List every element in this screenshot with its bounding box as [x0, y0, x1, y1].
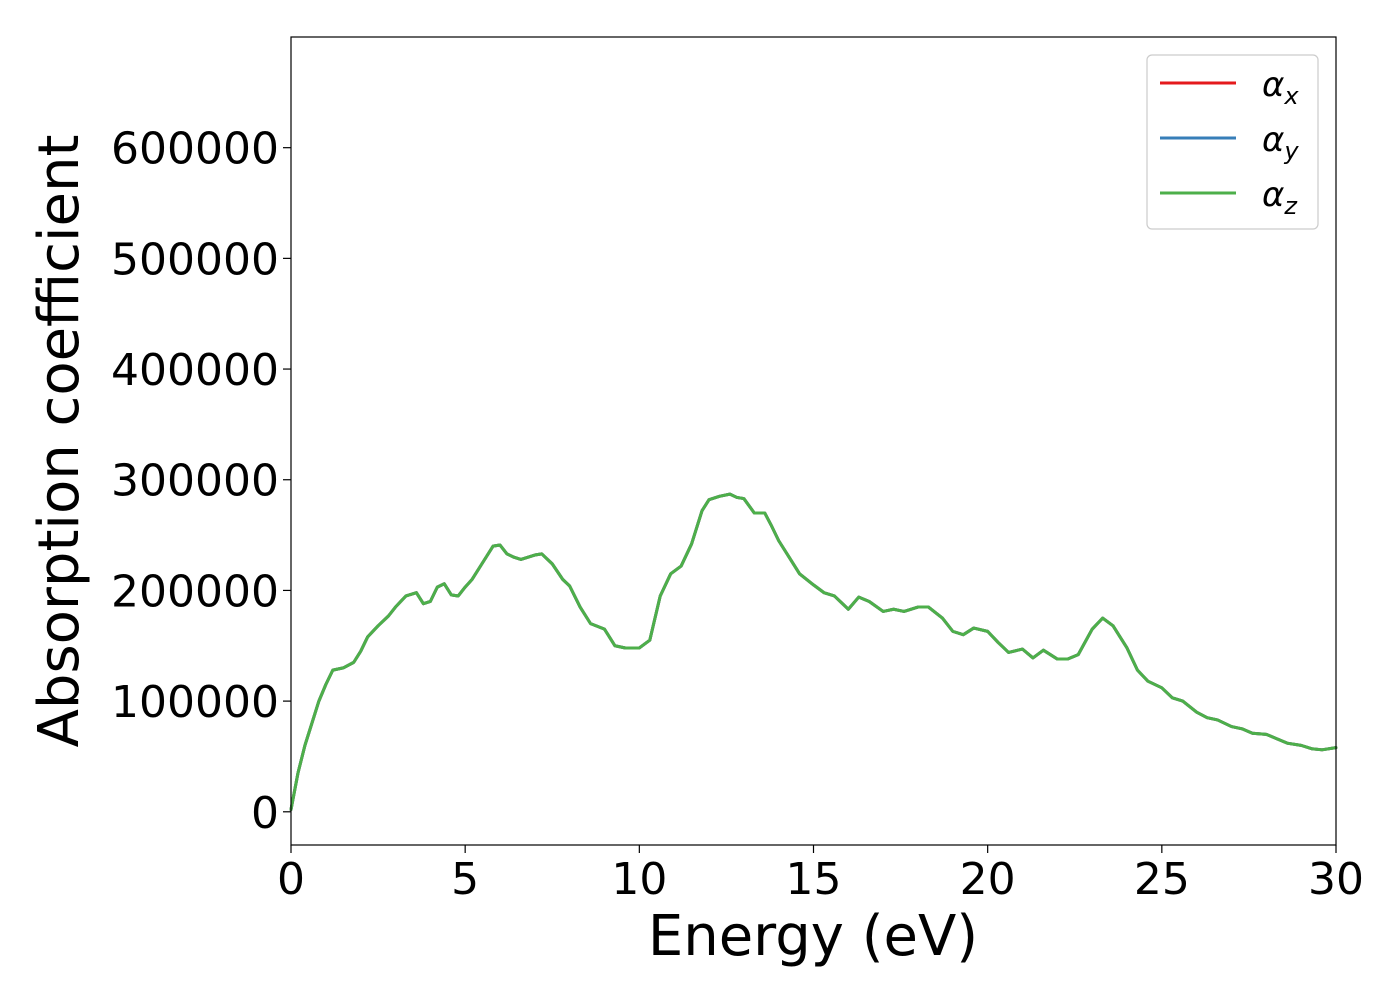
legend-box: [1146, 54, 1319, 230]
x-tick-label: 5: [451, 854, 479, 905]
y-axis-ticks: 0 100000 200000 300000 400000 500000 600000: [111, 124, 291, 839]
y-axis-label: Absorption coefficient: [27, 135, 92, 748]
y-tick-label: 200000: [111, 566, 279, 617]
x-axis-ticks: 0 5 10 15 20 25 30: [277, 845, 1364, 905]
legend-label: αx: [1262, 65, 1299, 110]
series-line-2: [289, 492, 1338, 812]
legend: αx αy αz: [1146, 54, 1319, 230]
legend-items: αx αy αz: [1160, 65, 1299, 220]
y-tick-label: 400000: [111, 345, 279, 396]
x-tick-label: 15: [786, 854, 842, 905]
series-line-3: [289, 492, 1338, 812]
y-tick-label: 500000: [111, 234, 279, 285]
y-tick-label: 0: [251, 788, 279, 839]
series-line-1: [289, 492, 1338, 812]
y-tick-label: 600000: [111, 124, 279, 175]
series-layer: [289, 492, 1338, 812]
x-tick-label: 0: [277, 854, 305, 905]
x-tick-label: 20: [960, 854, 1016, 905]
x-tick-label: 30: [1308, 854, 1364, 905]
legend-label: αz: [1262, 175, 1298, 220]
x-tick-label: 25: [1134, 854, 1190, 905]
y-tick-label: 100000: [111, 677, 279, 728]
legend-label: αy: [1262, 120, 1299, 165]
x-tick-label: 10: [611, 854, 667, 905]
y-tick-label: 300000: [111, 456, 279, 507]
x-axis-label: Energy (eV): [648, 904, 978, 969]
